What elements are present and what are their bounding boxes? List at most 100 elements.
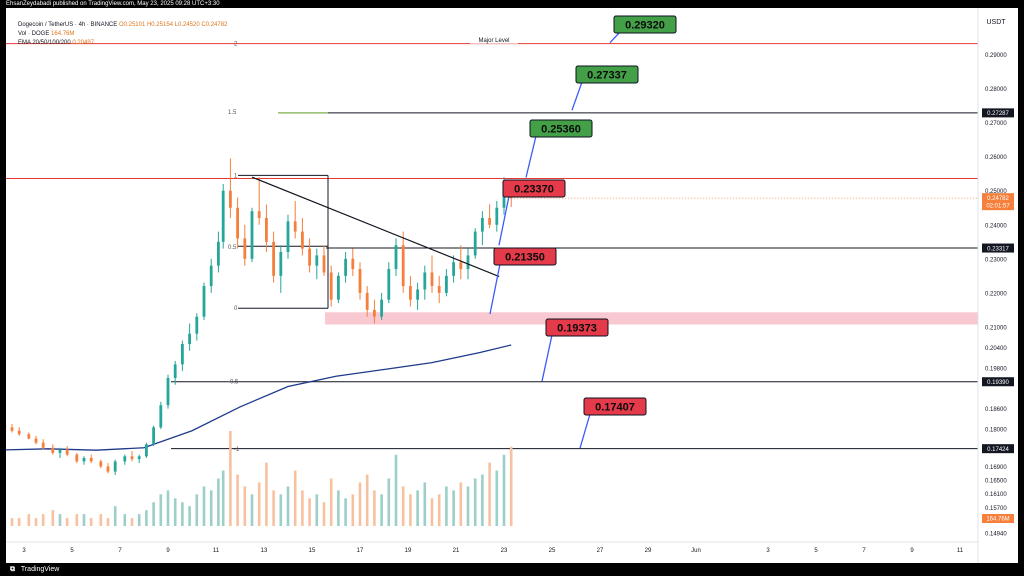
volume-bar: [99, 514, 103, 526]
support-zone: [325, 312, 978, 325]
price-tag-label: 0.17407: [595, 402, 635, 414]
candle-body: [409, 286, 412, 300]
volume-bar: [236, 474, 239, 526]
fib-label: 1: [234, 173, 238, 179]
fib-label: 0: [234, 306, 238, 312]
candle-body: [229, 190, 232, 208]
volume-bar: [221, 470, 225, 526]
candle-body: [272, 241, 275, 276]
legend-ema-value: 0.20497: [72, 40, 95, 46]
footer-bar: ⧉ TradingView: [0, 563, 1024, 576]
candle-body: [279, 252, 283, 276]
candle-body: [202, 286, 206, 317]
price-tick-label: 0.16100: [985, 492, 1007, 498]
candle-body: [293, 221, 297, 232]
price-tag-label: 0.25360: [541, 124, 581, 136]
candle-body: [145, 444, 148, 457]
candle-body: [195, 316, 199, 334]
legend-row-symbol: Dogecoin / TetherUS · 4h · BINANCE O0.25…: [18, 21, 227, 30]
candle-body: [34, 438, 38, 443]
time-tick-label: 9: [166, 548, 170, 554]
candle-body: [495, 207, 499, 225]
candle-body: [344, 258, 347, 276]
volume-bar: [315, 494, 319, 526]
legend-vol-label: Vol · DOGE: [18, 31, 50, 37]
price-tick-label: 0.28000: [985, 87, 1007, 93]
price-tag: [575, 65, 639, 84]
time-tick-label: 17: [357, 548, 364, 554]
candle-body: [373, 309, 376, 317]
volume-bar: [437, 494, 441, 526]
price-badge: [982, 377, 1014, 387]
candle-body: [123, 456, 127, 462]
candle-body: [58, 449, 62, 453]
volume-bar: [202, 486, 206, 526]
price-tag-label: 0.19373: [557, 323, 597, 335]
currency-label: USDT: [986, 19, 1006, 26]
candle-body: [106, 466, 110, 472]
price-tag-label: 0.29320: [625, 20, 665, 32]
volume-bar: [401, 486, 405, 526]
price-badge-label: 0.27287: [987, 111, 1009, 117]
candle-body: [416, 289, 419, 300]
volume-badge: [982, 514, 1014, 523]
volume-bar: [380, 494, 383, 526]
candle-body: [130, 456, 134, 460]
volume-bar: [329, 478, 333, 526]
candle-body: [152, 427, 155, 445]
chart-legend: Dogecoin / TetherUS · 4h · BINANCE O0.25…: [18, 21, 227, 48]
volume-bar: [452, 490, 455, 526]
price-tick-label: 0.24000: [985, 223, 1007, 229]
legend-row-ema: EMA 20/50/100/200 0.20497: [18, 39, 227, 48]
volume-bar: [41, 514, 45, 526]
candlestick-chart[interactable]: Major Level 2 1.5 1 0.5 0 -0.5 -1 0.29320 0.273…: [0, 8, 1018, 563]
candle-body: [337, 275, 340, 300]
candle-body: [502, 187, 506, 208]
fib-label: -0.5: [228, 379, 239, 385]
volume-bar: [123, 514, 127, 526]
volume-bar: [166, 490, 170, 526]
volume-bar: [351, 494, 355, 526]
volume-bar: [416, 490, 419, 526]
volume-bar: [27, 514, 31, 526]
candle-body: [437, 286, 441, 293]
price-tag: [493, 247, 557, 266]
candle-body: [181, 343, 184, 365]
volume-bar: [409, 494, 412, 526]
volume-bar: [130, 518, 134, 526]
volume-bar: [495, 470, 499, 526]
fib-label: -1: [234, 447, 240, 453]
volume-bar: [17, 518, 21, 526]
volume-bar: [265, 462, 268, 526]
volume-bar: [229, 431, 232, 526]
volume-bar: [373, 490, 376, 526]
volume-bar: [51, 510, 55, 526]
price-tick-label: 0.19800: [985, 366, 1007, 372]
price-tag: [502, 179, 566, 198]
price-tag: [583, 397, 647, 416]
volume-bar: [181, 502, 184, 526]
price-badge-label: 0.17424: [987, 447, 1009, 453]
tag-pointer: [579, 413, 591, 449]
volume-bar: [272, 490, 275, 526]
volume-bar: [243, 486, 247, 526]
legend-symbol: Dogecoin / TetherUS · 4h · BINANCE: [18, 22, 118, 28]
candle-body: [89, 457, 93, 462]
major-level-label-bg: [470, 36, 518, 44]
tag-pointer: [571, 81, 583, 111]
volume-bar: [137, 514, 141, 526]
candle-body: [329, 272, 333, 300]
time-tick-label: 5: [70, 548, 74, 554]
tag-pointer: [525, 135, 537, 178]
current-price-badge: [982, 193, 1014, 211]
ema-200-line: [0, 344, 512, 451]
volume-bar: [344, 498, 347, 526]
volume-bar: [257, 482, 261, 526]
volume-bar: [106, 518, 110, 526]
volume-bar: [387, 478, 391, 526]
volume-bar: [459, 482, 463, 526]
candle-body: [113, 461, 117, 472]
time-tick-label: 25: [549, 548, 556, 554]
fib-label: 2: [234, 42, 238, 48]
candle-body: [236, 207, 239, 239]
